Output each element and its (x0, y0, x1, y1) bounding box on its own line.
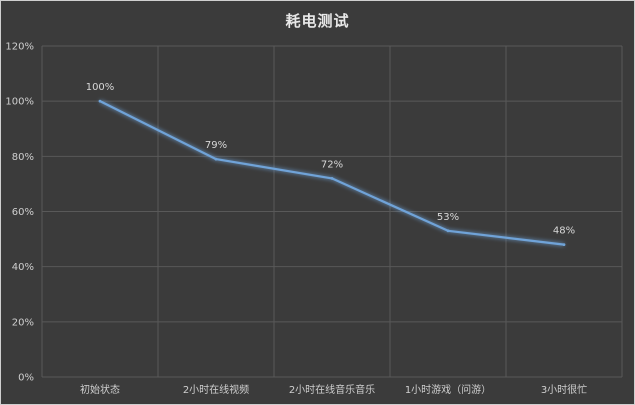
y-tick-label: 120% (5, 42, 34, 53)
data-label: 79% (205, 140, 227, 151)
data-label: 48% (553, 226, 575, 237)
series-layer (98, 99, 566, 247)
data-point (446, 229, 450, 233)
data-label: 53% (437, 212, 459, 223)
data-point (214, 157, 218, 161)
data-label-layer: 100% 79% 72% 53% 48% (86, 82, 575, 236)
x-tick-label: 2小时在线音乐音乐 (289, 383, 375, 396)
data-label: 100% (86, 82, 115, 93)
data-point (562, 243, 566, 247)
chart-title: 耗电测试 (285, 12, 350, 30)
x-tick-label: 2小时在线视频 (183, 383, 249, 396)
series-line (99, 100, 565, 246)
x-tick-label: 初始状态 (80, 383, 120, 396)
y-tick-label: 60% (12, 207, 34, 218)
y-axis-ticks: 0% 20% 40% 60% 80% 100% 120% (5, 42, 34, 384)
grid-layer (41, 45, 623, 378)
data-label: 72% (321, 159, 343, 170)
x-tick-label: 3小时很忙 (541, 383, 587, 396)
y-tick-label: 80% (12, 152, 34, 163)
x-axis-ticks: 初始状态 2小时在线视频 2小时在线音乐音乐 1小时游戏（问游） 3小时很忙 (80, 383, 587, 396)
data-point (330, 177, 334, 180)
y-tick-label: 0% (18, 373, 34, 384)
data-point (98, 99, 102, 103)
y-tick-label: 20% (12, 317, 34, 328)
y-tick-label: 40% (12, 262, 34, 273)
y-tick-label: 100% (5, 97, 34, 108)
x-tick-label: 1小时游戏（问游） (405, 383, 491, 396)
